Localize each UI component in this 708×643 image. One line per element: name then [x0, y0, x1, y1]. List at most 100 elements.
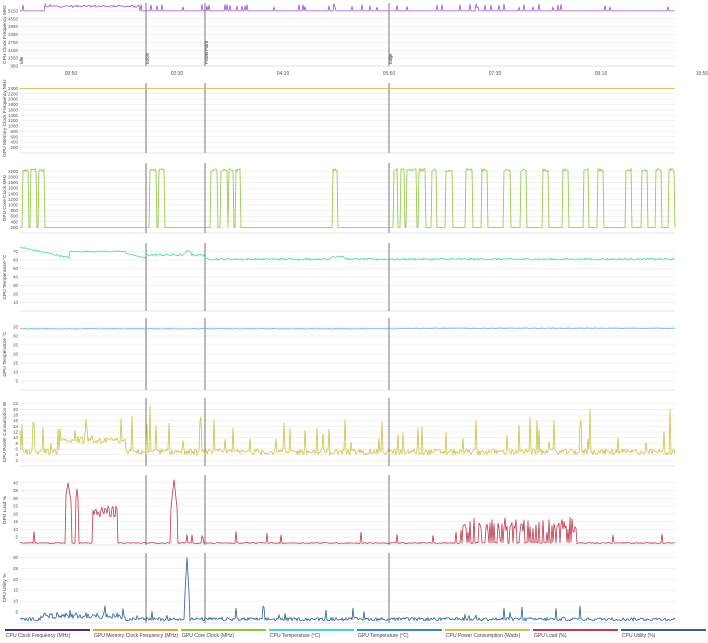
y-tick-label: 3950: [8, 24, 19, 29]
y-tick-label: 10: [13, 599, 19, 604]
y-tick-label: 1200: [8, 197, 19, 202]
event-label: Edge: [388, 53, 393, 64]
y-tick-label: 600: [10, 214, 18, 219]
legend-swatch: [357, 629, 442, 631]
y-tick-label: 1550: [8, 56, 19, 61]
y-tick-label: 1800: [8, 180, 19, 185]
y-tick-label: 35: [13, 325, 19, 330]
y-tick-label: 1400: [8, 191, 19, 196]
series-line-cpu-util: [19, 557, 676, 622]
x-tick-label: 02:30: [171, 71, 184, 77]
y-tick-label: 1800: [8, 102, 19, 107]
y-tick-label: 400: [10, 140, 18, 145]
series-line-cpu-power: [19, 405, 676, 457]
x-tick-label: 09:10: [595, 71, 608, 77]
y-tick-label: 400: [10, 219, 18, 224]
legend-swatch: [93, 629, 178, 631]
y-tick-label: 1000: [8, 203, 19, 208]
y-tick-label: 1000: [8, 124, 19, 129]
series-line-cpu-temp: [19, 246, 676, 261]
legend-item: GPU Load (%): [534, 633, 567, 639]
y-axis-label: CPU Clock Frequency MHz: [2, 5, 8, 64]
series-line-gpu-core: [20, 167, 676, 228]
y-tick-label: 200: [10, 225, 18, 230]
y-tick-label: 15: [13, 588, 19, 593]
legend-swatch: [445, 629, 530, 631]
y-tick-label: 60: [13, 258, 19, 263]
y-tick-label: 10: [13, 435, 19, 440]
y-tick-label: 2: [15, 458, 18, 463]
legend-item: GPU Temperature (°C): [358, 633, 409, 639]
y-tick-label: 6: [15, 447, 18, 452]
y-axis-label: CPU Power Consumption W: [2, 401, 8, 462]
x-tick-label: 07:30: [489, 71, 502, 77]
y-tick-label: 2000: [8, 97, 19, 102]
y-tick-label: 20: [13, 292, 19, 297]
y-tick-label: 22: [13, 401, 19, 406]
y-tick-label: 18: [13, 413, 19, 418]
y-tick-label: 14: [13, 424, 19, 429]
y-tick-label: 10: [13, 527, 19, 532]
legend-swatch: [269, 629, 354, 631]
legend-item: GPU Core Clock (MHz): [182, 633, 234, 639]
y-tick-label: 70: [13, 249, 19, 254]
legend-item: CPU Temperature (°C): [270, 633, 321, 639]
y-tick-label: 25: [13, 566, 19, 571]
x-tick-label: 10:50: [696, 71, 708, 77]
legend-swatch: [621, 629, 706, 631]
legend-item: CPU Power Consumption (Watts): [446, 633, 521, 639]
y-tick-label: 5150: [8, 8, 19, 13]
y-tick-label: 800: [10, 129, 18, 134]
y-tick-label: 2400: [8, 86, 19, 91]
y-tick-label: 25: [13, 504, 19, 509]
y-tick-label: 200: [10, 145, 18, 150]
series-line-gpu-load: [19, 479, 676, 545]
y-tick-label: 5: [15, 379, 18, 384]
y-tick-label: 35: [13, 488, 19, 493]
legend-item: CPU Utility (%): [622, 633, 656, 639]
series-line-gpu-temp: [19, 327, 676, 330]
y-tick-label: 5: [15, 610, 18, 615]
y-tick-label: 2200: [8, 169, 19, 174]
y-tick-label: 2750: [8, 40, 19, 45]
y-tick-label: 15: [13, 519, 19, 524]
y-tick-label: 2200: [8, 91, 19, 96]
y-tick-label: 3350: [8, 32, 19, 37]
y-tick-label: 10: [13, 370, 19, 375]
y-tick-label: 20: [13, 511, 19, 516]
y-tick-label: 30: [13, 496, 19, 501]
x-tick-label: 05:50: [383, 71, 396, 77]
y-tick-label: 40: [13, 480, 19, 485]
y-tick-label: 50: [13, 266, 19, 271]
y-tick-label: 800: [10, 208, 18, 213]
y-tick-label: 16: [13, 418, 19, 423]
y-tick-label: 20: [13, 407, 19, 412]
y-tick-label: 20: [13, 352, 19, 357]
y-tick-label: 30: [13, 334, 19, 339]
y-tick-label: 950: [10, 64, 18, 69]
legend-item: CPU Clock Frequency (MHz): [6, 633, 71, 639]
x-tick-label: 04:10: [277, 71, 290, 77]
x-tick-label: 00:50: [65, 71, 78, 77]
y-axis-label: CPU Utility %: [2, 573, 8, 603]
legend-item: GPU Memory Clock Frequency (MHz): [94, 633, 179, 639]
y-tick-label: 10: [13, 300, 19, 305]
event-label: Idle: [19, 56, 24, 64]
y-tick-label: 8: [15, 441, 18, 446]
y-tick-label: 1600: [8, 107, 19, 112]
event-label: PowerPoint: [204, 40, 209, 64]
legend-swatch: [533, 629, 618, 631]
series-line-cpu-clock: [20, 2, 675, 12]
y-tick-label: 1600: [8, 186, 19, 191]
y-tick-label: 30: [13, 283, 19, 288]
y-tick-label: 30: [13, 555, 19, 560]
y-tick-label: 1200: [8, 118, 19, 123]
y-axis-label: GPU Load %: [2, 495, 8, 524]
y-tick-label: 5: [15, 535, 18, 540]
y-axis-label: GPU Memory Clock Frequency MHz: [2, 79, 8, 157]
y-tick-label: 600: [10, 134, 18, 139]
y-tick-label: 4: [15, 452, 18, 457]
y-tick-label: 25: [13, 343, 19, 348]
y-tick-label: 15: [13, 361, 19, 366]
